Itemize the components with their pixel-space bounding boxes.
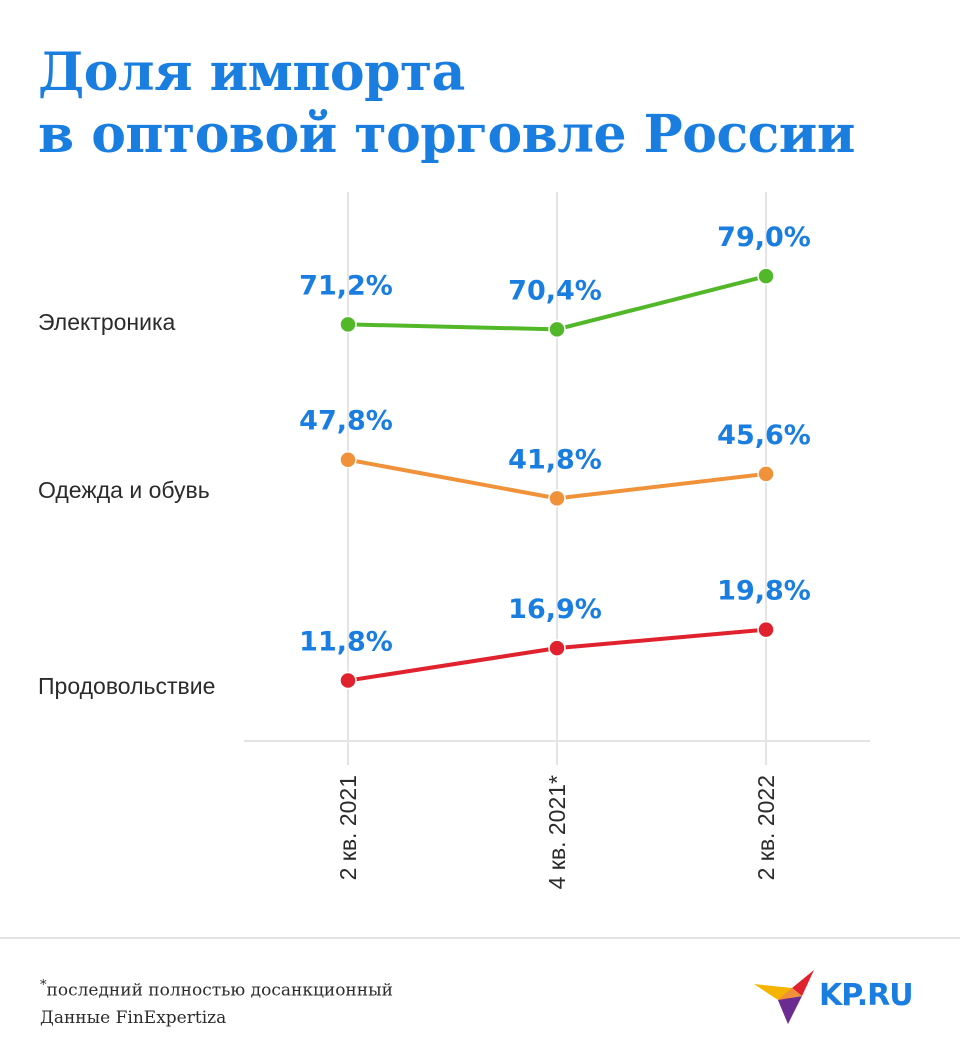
data-point: [757, 620, 775, 639]
data-point: [339, 450, 357, 469]
data-label: 16,9%: [508, 594, 602, 625]
data-label: 41,8%: [508, 444, 602, 475]
footnote-text: последний полностью досанкционный: [46, 980, 393, 1001]
data-point: [548, 639, 566, 657]
data-point: [757, 267, 775, 285]
data-point: [339, 315, 357, 334]
footnote-mark: *: [40, 978, 47, 993]
series-label: Электроника: [38, 309, 176, 335]
data-point: [548, 320, 566, 339]
chart-title: Доля импорта в оптовой торговле России: [38, 42, 855, 166]
data-label: 70,4%: [508, 275, 602, 306]
source-text: Данные FinExpertiza: [40, 1007, 227, 1028]
data-label: 47,8%: [299, 406, 393, 437]
data-label: 71,2%: [299, 270, 393, 301]
bird-logo-icon: [754, 970, 814, 1024]
series-label: Одежда и обувь: [38, 477, 210, 503]
chart-title-line-1: Доля импорта: [38, 42, 465, 103]
chart-title-line-2: в оптовой торговле России: [38, 104, 855, 165]
x-tick-label: 4 кв. 2021*: [544, 775, 570, 889]
logo-text: KP.RU: [819, 978, 914, 1013]
data-label: 19,8%: [717, 576, 811, 607]
data-label: 45,6%: [717, 420, 811, 451]
series-label: Продовольствие: [38, 673, 215, 699]
footnote: *последний полностью досанкционный: [40, 972, 393, 1005]
data-label: 11,8%: [299, 627, 393, 658]
data-point: [339, 671, 357, 690]
line-chart: 2 кв. 2021 4 кв. 2021* 2 кв. 2022 Электрони…: [38, 192, 870, 889]
x-tick-label: 2 кв. 2021: [335, 775, 361, 880]
data-point: [757, 465, 775, 483]
footer-divider: [0, 937, 960, 939]
data-label: 79,0%: [717, 222, 811, 253]
kp-logo: KP.RU: [752, 966, 932, 1028]
x-tick-label: 2 кв. 2022: [753, 775, 779, 880]
footer: *последний полностью досанкционный Данны…: [40, 972, 393, 1032]
data-point: [548, 489, 566, 508]
